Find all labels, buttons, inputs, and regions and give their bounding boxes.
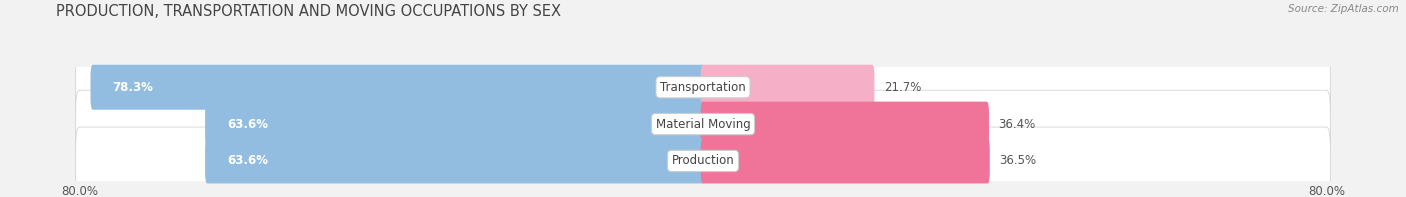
- Text: Source: ZipAtlas.com: Source: ZipAtlas.com: [1288, 4, 1399, 14]
- FancyBboxPatch shape: [76, 53, 1330, 121]
- FancyBboxPatch shape: [76, 90, 1330, 158]
- Text: Transportation: Transportation: [661, 81, 745, 94]
- Text: 36.4%: 36.4%: [998, 118, 1036, 131]
- Text: 78.3%: 78.3%: [112, 81, 153, 94]
- FancyBboxPatch shape: [90, 65, 706, 110]
- FancyBboxPatch shape: [205, 102, 706, 147]
- FancyBboxPatch shape: [700, 65, 875, 110]
- FancyBboxPatch shape: [700, 102, 988, 147]
- Text: 21.7%: 21.7%: [884, 81, 921, 94]
- FancyBboxPatch shape: [205, 138, 706, 183]
- FancyBboxPatch shape: [76, 127, 1330, 195]
- Text: 63.6%: 63.6%: [226, 154, 269, 167]
- Text: 36.5%: 36.5%: [1000, 154, 1036, 167]
- Text: Material Moving: Material Moving: [655, 118, 751, 131]
- Text: PRODUCTION, TRANSPORTATION AND MOVING OCCUPATIONS BY SEX: PRODUCTION, TRANSPORTATION AND MOVING OC…: [56, 4, 561, 19]
- Text: 63.6%: 63.6%: [226, 118, 269, 131]
- FancyBboxPatch shape: [700, 138, 990, 183]
- Text: Production: Production: [672, 154, 734, 167]
